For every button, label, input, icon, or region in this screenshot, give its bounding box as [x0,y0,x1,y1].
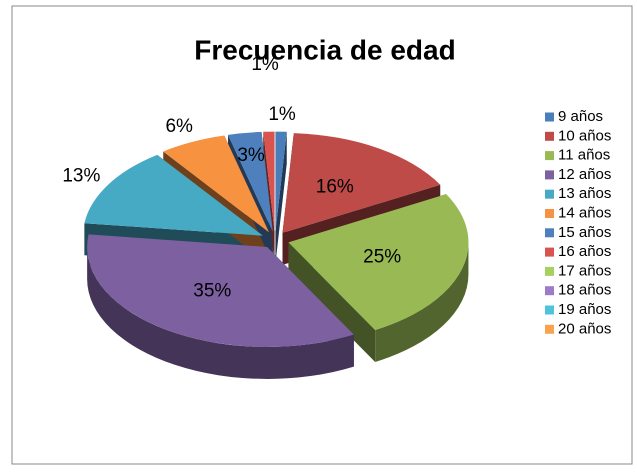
legend-swatch [545,324,554,334]
data-label: 1% [268,104,296,125]
data-label: 35% [193,280,231,301]
legend-swatch [545,247,554,257]
legend-swatch [545,286,554,296]
slice [263,131,275,232]
slice [288,194,469,330]
data-label: 16% [316,177,354,198]
legend-swatch [545,266,554,276]
legend-label: 14 años [558,204,611,221]
legend-swatch [545,151,554,161]
slice [282,133,441,233]
legend-label: 11 años [558,147,610,164]
legend-label: 10 años [558,127,611,144]
legend-swatch [545,209,554,218]
data-label: 1% [251,54,279,75]
legend-swatch [545,170,554,180]
data-label: 25% [363,246,401,267]
legend-swatch [545,112,554,122]
legend-label: 12 años [558,166,611,183]
legend-label: 9 años [558,108,603,125]
slice [163,135,270,233]
legend-label: 15 años [558,224,611,241]
chart-title: Frecuencia de edad [194,34,455,65]
data-label: 6% [165,116,193,137]
legend-label: 20 años [558,320,611,337]
legend-swatch [545,305,554,315]
data-label: 13% [62,165,100,186]
slice [84,154,263,236]
data-label: 3% [237,145,265,166]
slice-side [87,246,354,379]
legend-label: 17 años [558,262,611,279]
legend-swatch [545,131,554,141]
slice-labels: 1%16%25%35%13%6%3%1% [62,54,401,301]
slice [228,131,273,232]
legend-label: 13 años [558,185,611,202]
legend-label: 19 años [558,301,611,318]
legend-swatch [545,228,554,238]
legend-swatch [545,189,554,199]
legend-label: 16 años [558,243,611,260]
slice-tops [84,131,469,347]
legend-label: 18 años [558,282,611,299]
slice-face [288,242,376,362]
slice [275,131,287,232]
slice-face [275,131,287,264]
slice [87,234,354,347]
slice-side [375,242,469,362]
